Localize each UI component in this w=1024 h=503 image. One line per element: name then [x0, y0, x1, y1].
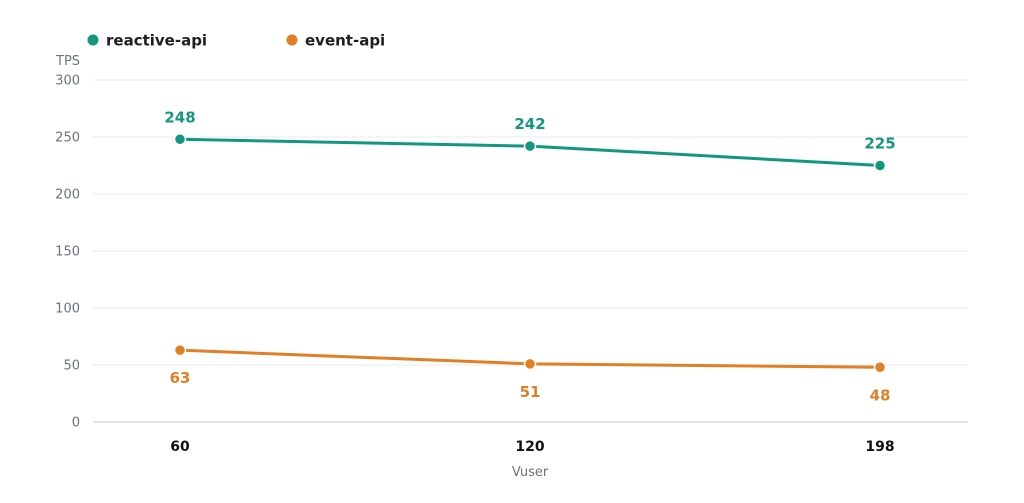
x-axis-ticks: 60 120 198	[170, 439, 894, 455]
data-label: 51	[520, 383, 541, 401]
y-tick-label: 200	[55, 188, 80, 203]
legend-item-event-api[interactable]: event-api	[286, 32, 386, 50]
y-tick-label: 150	[55, 245, 80, 260]
x-tick-label: 198	[865, 439, 894, 455]
grid-lines	[93, 79, 968, 366]
data-label: 248	[164, 108, 195, 126]
x-tick-label: 60	[170, 439, 190, 455]
legend-marker-event-api	[286, 34, 298, 46]
data-point[interactable]	[523, 357, 537, 371]
legend: reactive-api event-api	[87, 32, 386, 50]
series-event-api: 63 51 48	[170, 343, 891, 404]
y-tick-label: 300	[55, 74, 80, 89]
data-point[interactable]	[173, 133, 187, 146]
y-tick-label: 250	[55, 131, 80, 146]
legend-marker-reactive-api	[87, 34, 99, 46]
data-label: 242	[514, 115, 545, 133]
y-tick-label: 0	[72, 416, 80, 431]
data-point[interactable]	[873, 159, 887, 172]
y-tick-label: 50	[63, 359, 80, 374]
y-tick-label: 100	[55, 302, 80, 317]
data-point[interactable]	[873, 361, 887, 374]
legend-item-reactive-api[interactable]: reactive-api	[87, 32, 208, 50]
legend-label-reactive-api: reactive-api	[106, 32, 207, 50]
data-label: 225	[864, 135, 895, 153]
data-point[interactable]	[173, 343, 187, 357]
y-axis-ticks: 0 50 100 150 200 250 300	[55, 74, 80, 431]
data-point[interactable]	[523, 139, 537, 153]
data-label: 63	[170, 369, 191, 387]
data-label: 48	[870, 386, 891, 404]
x-axis-title: Vuser	[512, 465, 549, 480]
y-axis-title: TPS	[55, 54, 80, 69]
legend-label-event-api: event-api	[305, 32, 385, 50]
series-reactive-api: 248 242 225	[164, 108, 896, 172]
x-tick-label: 120	[515, 439, 544, 455]
series: 248 242 225 63 51 48	[164, 108, 895, 404]
